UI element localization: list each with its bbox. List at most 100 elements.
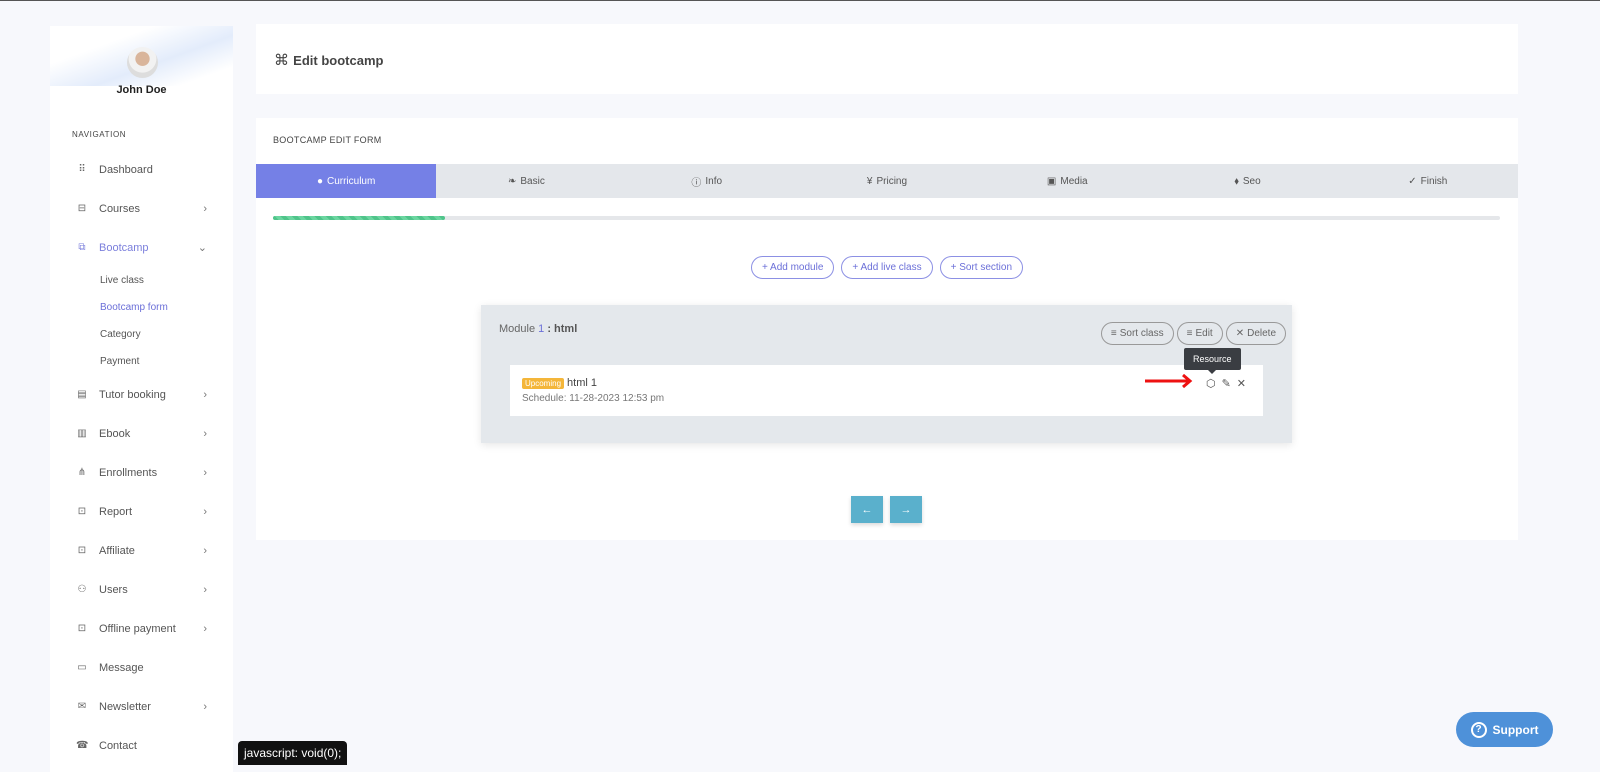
tab-label: Pricing <box>876 175 908 187</box>
sort-class-button[interactable]: ≡ Sort class <box>1100 322 1174 345</box>
grid-icon: ⠿ <box>78 164 86 175</box>
sidebar-item-ebook[interactable]: ▥ Ebook › <box>50 414 233 453</box>
avatar[interactable] <box>127 47 158 78</box>
sidebar-item-message[interactable]: ▭ Message <box>50 648 233 687</box>
sidebar-item-label: Dashboard <box>99 163 153 176</box>
chevron-icon: › <box>203 505 207 518</box>
command-icon: ⌘ <box>274 52 294 69</box>
sidebar-item-label: Report <box>99 505 133 518</box>
module-title: Module 1 : html <box>499 323 578 335</box>
nav-section-label: NAVIGATION <box>72 130 127 139</box>
chevron-icon: ⌄ <box>197 242 207 254</box>
sidebar: John Doe NAVIGATION ⠿ Dashboard ⊟ Courses › ⧉… <box>50 26 233 772</box>
tab-seo[interactable]: ⬧ Seo <box>1157 164 1337 198</box>
contact-icon: ☎ <box>76 740 89 751</box>
cast-icon: ⧉ <box>78 242 86 253</box>
chevron-icon: › <box>203 583 207 596</box>
sidebar-subitem[interactable]: Payment <box>100 356 140 367</box>
sidebar-item-offline-payment[interactable]: ⊡ Offline payment › <box>50 609 233 648</box>
lesson-item: Upcoming html 1 Schedule: 11-28-2023 12:5… <box>510 365 1263 416</box>
sidebar-item-label: Offline payment <box>99 622 176 635</box>
sidebar-item-affiliate[interactable]: ⊡ Affiliate › <box>50 531 233 570</box>
tab-media[interactable]: ▣ Media <box>977 164 1157 198</box>
form-card: BOOTCAMP EDIT FORM ● Curriculum ❧ Basic ⓘ Inf… <box>256 118 1518 540</box>
sidebar-item-label: Tutor booking <box>99 388 166 401</box>
sort-icon: ≡ <box>1186 328 1193 339</box>
message-icon: ▭ <box>77 662 87 673</box>
sidebar-subitem[interactable]: Live class <box>100 275 144 286</box>
close-icon[interactable]: ✕ <box>1236 378 1246 390</box>
sidebar-item-courses[interactable]: ⊟ Courses › <box>50 189 233 228</box>
sidebar-subitem[interactable]: Bootcamp form <box>100 302 168 313</box>
status-bar-url: javascript: void(0); <box>238 741 348 765</box>
edit-module-button[interactable]: ≡ Edit <box>1176 322 1223 345</box>
tab-icon: ▣ <box>1046 175 1057 187</box>
user-name: John Doe <box>116 84 167 96</box>
tab-label: Basic <box>520 175 545 187</box>
sidebar-item-label: Courses <box>99 202 140 215</box>
sidebar-item-tutor-booking[interactable]: ▤ Tutor booking › <box>50 375 233 414</box>
tab-pricing[interactable]: ¥ Pricing <box>797 164 977 198</box>
archive-icon: ⊡ <box>77 623 87 634</box>
sidebar-item-contact[interactable]: ☎ Contact <box>50 726 233 765</box>
tab-icon: ⬧ <box>1234 175 1239 187</box>
module-panel: Module 1 : html ≡ Sort class ≡ Edit ✕ Delet… <box>481 305 1292 443</box>
resource-box-icon[interactable]: ⬡ <box>1205 378 1216 390</box>
chevron-icon: › <box>203 388 207 401</box>
sidebar-item-label: Users <box>99 583 128 596</box>
previous-button[interactable]: ← <box>851 496 883 523</box>
header-card: ⌘ Edit bootcamp <box>256 24 1518 94</box>
chevron-icon: › <box>203 202 207 215</box>
tab-label: Finish <box>1420 175 1448 187</box>
users-icon: ⚇ <box>77 584 87 595</box>
tab-curriculum[interactable]: ● Curriculum <box>256 164 437 198</box>
tab-icon: ✓ <box>1408 175 1417 187</box>
archive-icon: ⊡ <box>77 506 87 517</box>
chevron-icon: › <box>203 427 207 440</box>
sidebar-item-label: Ebook <box>99 427 131 440</box>
delete-module-button[interactable]: ✕ Delete <box>1225 322 1286 345</box>
sidebar-item-label: Message <box>99 661 144 674</box>
sidebar-item-label: Bootcamp <box>99 241 149 254</box>
page-title: ⌘ Edit bootcamp <box>274 52 384 69</box>
sidebar-item-report[interactable]: ⊡ Report › <box>50 492 233 531</box>
tab-label: Media <box>1060 175 1088 187</box>
tab-info[interactable]: ⓘ Info <box>617 164 797 198</box>
sidebar-nav: ⠿ Dashboard ⊟ Courses › ⧉ Bootcamp ⌄ Live class B… <box>50 150 233 765</box>
chevron-icon: › <box>203 622 207 635</box>
tab-basic[interactable]: ❧ Basic <box>436 164 616 198</box>
tab-icon: ● <box>316 175 323 187</box>
sidebar-subitem[interactable]: Category <box>100 329 141 340</box>
lesson-schedule: Schedule: 11-28-2023 12:53 pm <box>522 393 665 404</box>
form-tabs: ● Curriculum ❧ Basic ⓘ Info ¥ Pricing ▣ Media ⬧ Seo… <box>256 164 1518 198</box>
add-live-class-button[interactable]: + Add live class <box>841 256 933 279</box>
tab-icon: ❧ <box>508 175 517 187</box>
next-button[interactable]: → <box>890 496 922 523</box>
form-title: BOOTCAMP EDIT FORM <box>273 135 382 145</box>
tab-finish[interactable]: ✓ Finish <box>1338 164 1518 198</box>
sort-icon: ≡ <box>1110 328 1117 339</box>
help-icon: ? <box>1470 721 1487 738</box>
chevron-icon: › <box>203 544 207 557</box>
document-icon: ▤ <box>77 389 87 400</box>
chevron-icon: › <box>203 700 207 713</box>
envelope-icon: ✉ <box>77 701 87 712</box>
resource-tooltip: Resource <box>1184 348 1241 374</box>
sidebar-item-dashboard[interactable]: ⠿ Dashboard <box>50 150 233 189</box>
sidebar-item-label: Newsletter <box>99 700 151 713</box>
lesson-title: html 1 <box>567 377 597 389</box>
sidebar-item-label: Affiliate <box>99 544 135 557</box>
chevron-icon: › <box>203 466 207 479</box>
pencil-icon[interactable]: ✎ <box>1221 378 1231 390</box>
sidebar-item-newsletter[interactable]: ✉ Newsletter › <box>50 687 233 726</box>
sidebar-item-enrollments[interactable]: ⋔ Enrollments › <box>50 453 233 492</box>
book-icon: ▥ <box>77 428 87 439</box>
sidebar-item-label: Enrollments <box>99 466 158 479</box>
add-module-button[interactable]: + Add module <box>750 256 835 279</box>
support-button[interactable]: ? Support <box>1456 712 1553 747</box>
sort-section-button[interactable]: + Sort section <box>939 256 1024 279</box>
tab-label: Info <box>705 175 723 187</box>
sidebar-item-bootcamp[interactable]: ⧉ Bootcamp ⌄ <box>50 228 233 267</box>
sidebar-item-users[interactable]: ⚇ Users › <box>50 570 233 609</box>
sidebar-item-label: Contact <box>99 739 137 752</box>
